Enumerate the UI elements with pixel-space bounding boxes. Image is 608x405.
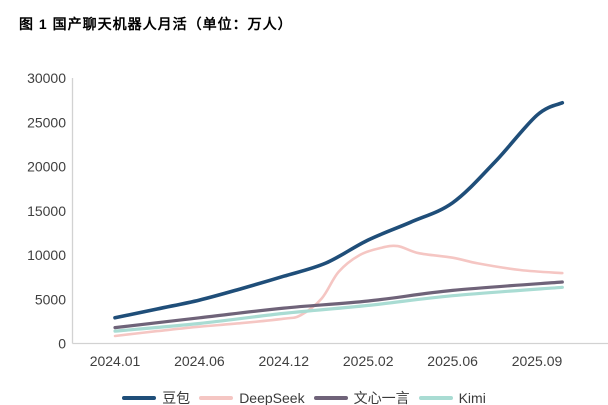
legend-item: DeepSeek: [199, 389, 305, 405]
legend-item: 豆包: [122, 389, 190, 405]
y-tick-label: 20000: [27, 159, 66, 175]
legend-item: 文心一言: [313, 389, 410, 405]
legend-label: Kimi: [458, 390, 486, 405]
legend-line-swatch: [418, 396, 453, 400]
y-tick-label: 0: [58, 336, 66, 352]
series-line-1: [113, 244, 564, 338]
x-tick-label: 2024.12: [258, 353, 309, 369]
legend-line-swatch: [313, 396, 348, 400]
figure-title: 图 1 国产聊天机器人月活（单位：万人）: [19, 16, 293, 32]
chart-legend: 豆包 DeepSeek 文心一言 Kimi: [0, 388, 608, 405]
series-line-2: [113, 280, 564, 330]
line-chart-canvas: 0 5000 10000 15000 20000 25000 30000 2024.01 202…: [27, 70, 608, 369]
legend-label: 文心一言: [353, 390, 410, 405]
legend-label: 豆包: [162, 390, 191, 405]
y-tick-label: 15000: [27, 203, 66, 219]
legend-item: Kimi: [418, 389, 486, 405]
x-tick-label: 2025.06: [427, 353, 478, 369]
legend-line-swatch: [122, 396, 157, 400]
series-line-0: [113, 101, 565, 320]
y-tick-label: 25000: [27, 114, 66, 130]
series-line-3: [113, 285, 564, 333]
y-tick-label: 10000: [27, 247, 66, 263]
legend-line-swatch: [199, 396, 234, 400]
x-tick-label: 2025.09: [512, 353, 563, 369]
x-tick-label: 2025.02: [343, 353, 394, 369]
y-tick-label: 30000: [27, 70, 66, 86]
x-tick-label: 2024.01: [90, 353, 141, 369]
x-tick-label: 2024.06: [174, 353, 225, 369]
legend-label: DeepSeek: [239, 390, 305, 405]
y-tick-label: 5000: [35, 291, 66, 307]
